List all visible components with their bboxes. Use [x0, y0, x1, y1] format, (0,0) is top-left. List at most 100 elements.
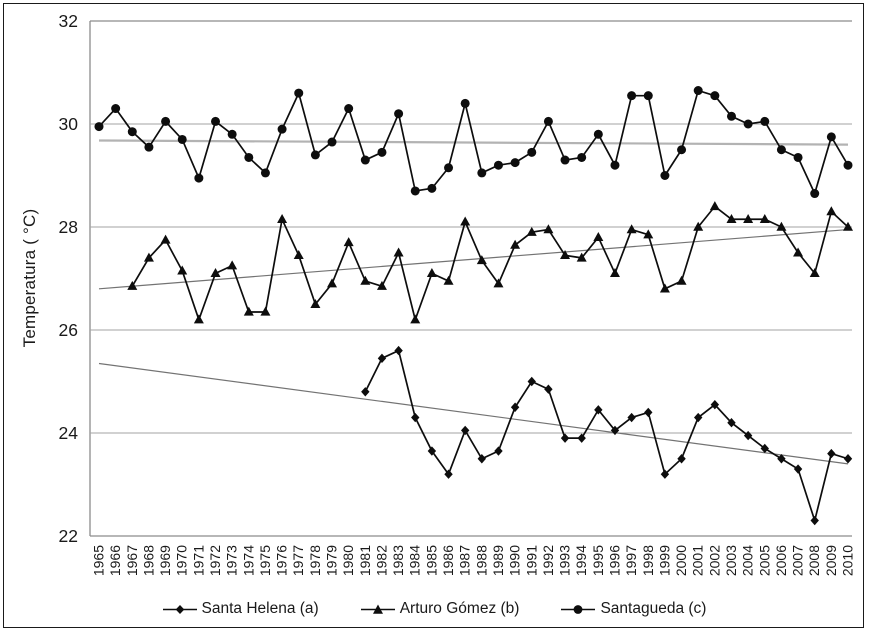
marker-santagueda-c-1970: [177, 134, 187, 144]
marker-arturo-g-mez-b-2002: [709, 201, 720, 211]
marker-arturo-g-mez-b-1967: [127, 280, 138, 290]
marker-santa-helena-a-2009: [827, 448, 836, 459]
marker-arturo-g-mez-b-2000: [676, 275, 687, 285]
marker-santagueda-c-2005: [760, 116, 770, 126]
marker-santagueda-c-1998: [643, 91, 653, 101]
marker-santagueda-c-1966: [111, 104, 121, 114]
marker-santa-helena-a-2010: [843, 454, 853, 464]
marker-santa-helena-a-1998: [644, 407, 653, 418]
x-tick-label-2004: 2004: [740, 545, 756, 576]
marker-santa-helena-a-2007: [793, 464, 803, 474]
circle-marker-icon: [561, 604, 596, 614]
marker-santa-helena-a-1981: [361, 387, 370, 397]
marker-arturo-g-mez-b-2004: [743, 213, 754, 223]
marker-santagueda-c-1976: [277, 124, 287, 134]
x-tick-label-1985: 1985: [423, 545, 439, 576]
marker-santa-helena-a-1990: [510, 402, 520, 412]
marker-arturo-g-mez-b-1980: [343, 237, 354, 247]
marker-arturo-g-mez-b-2005: [759, 213, 770, 223]
legend-item-santa-helena: Santa Helena (a): [162, 600, 319, 618]
marker-santagueda-c-1991: [527, 147, 537, 157]
marker-santa-helena-a-2004: [743, 430, 753, 441]
marker-arturo-g-mez-b-1984: [410, 314, 421, 324]
marker-santa-helena-a-1995: [594, 405, 603, 415]
x-tick-label-1973: 1973: [224, 545, 240, 576]
marker-santa-helena-a-2001: [694, 412, 703, 423]
x-tick-label-1971: 1971: [190, 545, 206, 576]
marker-arturo-g-mez-b-1969: [160, 234, 171, 244]
x-tick-label-1970: 1970: [174, 545, 190, 576]
marker-santagueda-c-1983: [394, 109, 404, 119]
marker-arturo-g-mez-b-1981: [360, 275, 371, 285]
x-tick-label-1999: 1999: [656, 545, 672, 576]
marker-arturo-g-mez-b-1979: [327, 278, 338, 288]
marker-santagueda-c-1968: [144, 142, 154, 152]
marker-santagueda-c-1978: [310, 150, 320, 160]
marker-santa-helena-a-1989: [494, 446, 503, 456]
marker-santagueda-c-2007: [793, 152, 803, 162]
x-tick-label-1968: 1968: [140, 545, 156, 576]
x-tick-label-1976: 1976: [274, 545, 290, 576]
marker-arturo-g-mez-b-1998: [643, 229, 654, 239]
x-tick-label-1974: 1974: [240, 545, 256, 576]
marker-arturo-g-mez-b-1974: [243, 306, 254, 316]
marker-arturo-g-mez-b-1983: [393, 247, 404, 257]
marker-santagueda-c-1977: [294, 88, 304, 98]
marker-santagueda-c-1999: [660, 171, 670, 180]
marker-santa-helena-a-2005: [760, 443, 769, 454]
x-tick-label-2000: 2000: [673, 545, 689, 576]
marker-santagueda-c-2000: [677, 145, 687, 155]
marker-santagueda-c-1986: [444, 163, 454, 173]
x-tick-label-1989: 1989: [490, 545, 506, 576]
marker-santagueda-c-1997: [627, 91, 637, 101]
marker-arturo-g-mez-b-1978: [310, 298, 321, 308]
marker-arturo-g-mez-b-1973: [227, 260, 238, 270]
x-tick-label-2006: 2006: [773, 545, 789, 576]
marker-santa-helena-a-1999: [660, 469, 670, 479]
marker-arturo-g-mez-b-1989: [493, 278, 504, 288]
marker-arturo-g-mez-b-1986: [443, 275, 454, 285]
marker-santagueda-c-1975: [260, 168, 270, 178]
marker-santagueda-c-2001: [693, 86, 703, 96]
marker-santagueda-c-1971: [194, 173, 204, 183]
marker-arturo-g-mez-b-1987: [460, 216, 471, 226]
x-tick-label-1995: 1995: [590, 545, 606, 576]
legend-item-santagueda: Santagueda (c): [561, 600, 706, 618]
marker-santa-helena-a-2006: [777, 454, 786, 464]
marker-santagueda-c-1982: [377, 147, 387, 157]
marker-arturo-g-mez-b-2003: [726, 213, 737, 223]
x-tick-label-1993: 1993: [557, 545, 573, 576]
y-tick-label-24: 24: [59, 423, 79, 443]
x-tick-label-1966: 1966: [107, 545, 123, 576]
marker-santagueda-c-2003: [726, 111, 736, 121]
x-tick-label-1979: 1979: [324, 545, 340, 576]
x-tick-label-1998: 1998: [640, 545, 656, 576]
marker-santagueda-c-2009: [826, 132, 836, 142]
marker-arturo-g-mez-b-1972: [210, 268, 221, 278]
marker-santagueda-c-1988: [477, 168, 487, 178]
marker-santagueda-c-1992: [543, 116, 553, 126]
chart-legend: Santa Helena (a) Arturo Gómez (b) Santag…: [0, 600, 869, 618]
x-tick-label-1997: 1997: [623, 545, 639, 576]
marker-santagueda-c-2008: [810, 189, 820, 199]
x-tick-label-1988: 1988: [473, 545, 489, 576]
marker-arturo-g-mez-b-1992: [543, 224, 554, 234]
marker-santagueda-c-1965: [94, 122, 104, 132]
marker-santa-helena-a-1993: [560, 433, 570, 443]
marker-arturo-g-mez-b-1990: [510, 239, 521, 249]
marker-santa-helena-a-1992: [544, 384, 553, 394]
x-tick-label-1980: 1980: [340, 545, 356, 576]
x-tick-label-1986: 1986: [440, 545, 456, 576]
legend-item-arturo-gomez: Arturo Gómez (b): [360, 600, 519, 618]
y-tick-label-32: 32: [59, 11, 78, 31]
marker-santa-helena-a-1986: [444, 469, 453, 479]
marker-santagueda-c-1972: [211, 116, 221, 126]
x-tick-label-1981: 1981: [357, 545, 373, 576]
marker-arturo-g-mez-b-2008: [809, 268, 820, 278]
marker-arturo-g-mez-b-1994: [576, 252, 587, 262]
marker-arturo-g-mez-b-2009: [826, 206, 837, 216]
x-tick-label-1990: 1990: [507, 545, 523, 576]
x-tick-label-2008: 2008: [806, 545, 822, 576]
marker-santagueda-c-1980: [344, 104, 354, 114]
